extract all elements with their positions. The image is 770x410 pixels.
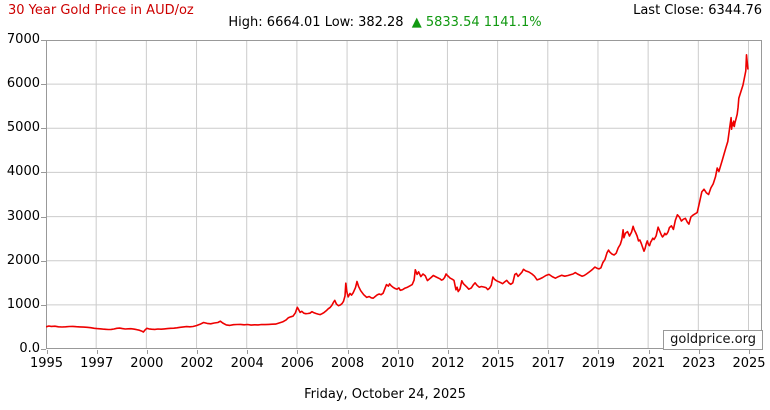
x-tick-label: 2008 (331, 356, 365, 371)
x-tick-label: 2019 (581, 356, 615, 371)
y-tick-label: 5000 (6, 120, 40, 136)
x-tick-label: 2017 (531, 356, 565, 371)
x-tick-mark (247, 350, 249, 354)
y-tick-mark (41, 216, 46, 218)
x-tick-label: 2010 (381, 356, 415, 371)
x-tick-label: 2012 (431, 356, 465, 371)
y-tick-label: 6000 (6, 76, 40, 92)
price-line-chart (46, 40, 762, 349)
x-tick-mark (146, 350, 148, 354)
chart-title: 30 Year Gold Price in AUD/oz (8, 3, 194, 18)
y-tick-label: 2000 (6, 252, 40, 268)
x-tick-label: 1995 (29, 356, 64, 371)
x-tick-mark (347, 350, 349, 354)
x-tick-mark (498, 350, 500, 354)
x-tick-mark (749, 350, 750, 354)
x-tick-mark (197, 350, 199, 354)
x-tick-mark (397, 350, 399, 354)
plot-area: goldprice.org (46, 40, 763, 350)
y-tick-label: 0.0 (19, 341, 40, 356)
gold-price-line (46, 54, 749, 333)
x-tick-label: 2006 (280, 356, 314, 371)
x-tick-label: 2015 (481, 356, 515, 371)
x-tick-label: 2023 (682, 356, 716, 371)
y-tick-label: 3000 (6, 208, 40, 224)
y-tick-label: 4000 (6, 164, 40, 180)
y-tick-mark (41, 260, 46, 262)
chart-date: Friday, October 24, 2025 (304, 387, 466, 402)
x-tick-label: 1997 (80, 356, 114, 371)
high-low-stats: High: 6664.01 Low: 382.28 ▲ 5833.54 1141… (0, 15, 770, 30)
y-tick-label: 1000 (6, 296, 40, 312)
goldprice-watermark: goldprice.org (663, 330, 763, 350)
y-tick-mark (41, 304, 46, 306)
x-tick-mark (297, 350, 299, 354)
last-close-value: Last Close: 6344.76 (633, 3, 762, 18)
x-tick-mark (598, 350, 600, 354)
x-tick-mark (648, 350, 650, 354)
x-tick-label: 2000 (130, 356, 164, 371)
x-tick-mark (698, 350, 700, 354)
x-tick-label: 2004 (230, 356, 264, 371)
x-tick-mark (447, 350, 449, 354)
y-tick-mark (41, 84, 46, 86)
x-tick-mark (548, 350, 550, 354)
y-tick-mark (41, 349, 46, 350)
y-tick-label: 7000 (6, 32, 40, 47)
x-tick-label: 2021 (632, 356, 666, 371)
y-axis-labels: 0.0 1000 2000 3000 4000 5000 6000 7000 (0, 0, 46, 410)
high-low-values: High: 6664.01 Low: 382.28 (228, 15, 404, 30)
y-tick-mark (41, 128, 46, 130)
x-tick-label: 2002 (180, 356, 214, 371)
change-up-indicator: ▲ 5833.54 1141.1% (411, 15, 542, 30)
x-tick-mark (46, 350, 48, 354)
x-tick-mark (96, 350, 98, 354)
x-tick-label: 2025 (732, 356, 766, 371)
y-tick-mark (41, 40, 46, 41)
y-tick-mark (41, 172, 46, 174)
plot-border (46, 40, 762, 349)
